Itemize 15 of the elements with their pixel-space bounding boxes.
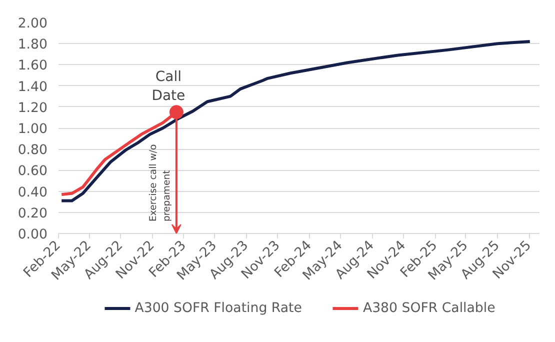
y-tick-label: 0.20 [18, 206, 48, 222]
y-tick-label: 0.40 [18, 185, 48, 200]
y-tick-label: 1.60 [18, 58, 48, 74]
y-tick-label: 0.60 [18, 164, 48, 180]
legend-label: A300 SOFR Floating Rate [134, 300, 302, 316]
y-tick-label: 1.80 [18, 38, 48, 53]
y-tick-label: 0.80 [18, 143, 48, 158]
y-tick-label: 1.20 [18, 100, 48, 116]
y-tick-label: 2.00 [18, 16, 48, 32]
annotation: Exercise call w/o prepament [148, 144, 172, 222]
annotation: Call Date [152, 68, 186, 104]
y-tick-label: 0.00 [18, 228, 48, 242]
y-tick-label: 1.40 [18, 80, 48, 95]
y-tick-label: 1.00 [18, 122, 48, 137]
legend-label: A380 SOFR Callable [362, 300, 496, 316]
